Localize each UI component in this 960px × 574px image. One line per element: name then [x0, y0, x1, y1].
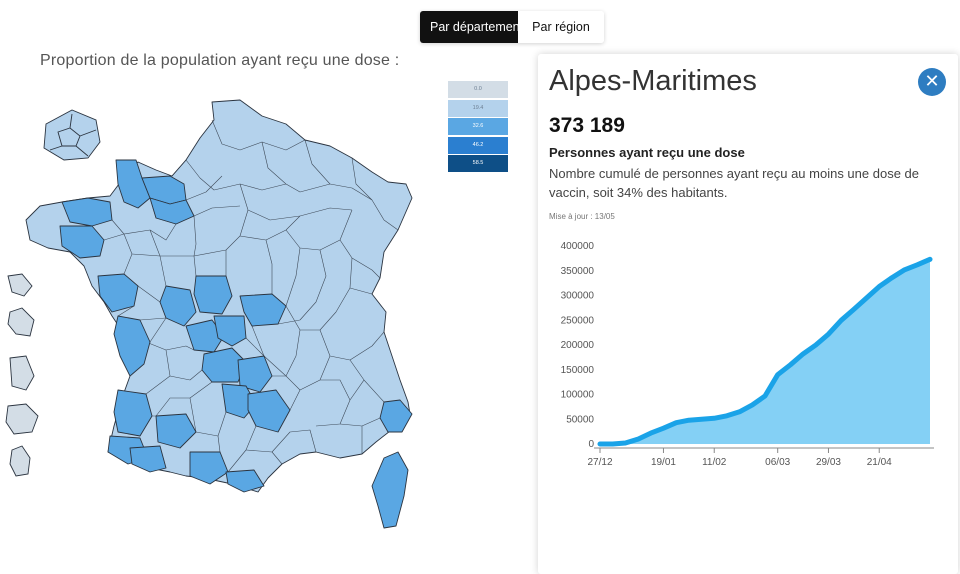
map-dept-allier[interactable] [239, 293, 287, 327]
x-tick-label: 06/03 [765, 457, 790, 468]
map-dept-border [189, 397, 227, 437]
map-dept-morbihan[interactable] [59, 225, 105, 259]
map-dept-border [145, 341, 195, 351]
map-dept-border [299, 379, 351, 427]
x-tick-label: 27/12 [587, 457, 612, 468]
map-dept-border [245, 337, 265, 357]
tab-par-region[interactable]: Par région [518, 11, 604, 43]
map-dept-border [193, 215, 197, 277]
map-dept-border [131, 209, 249, 257]
update-date: Mise à jour : 13/05 [549, 212, 615, 221]
map-dept-border [351, 157, 399, 231]
map-dept-cotes-armor[interactable] [61, 197, 113, 227]
map-legend: 0.0 19.4 32.6 46.2 58.5 [448, 81, 508, 174]
map-dept-border [261, 141, 373, 201]
map-dept-border [285, 247, 301, 307]
map-dept-border [319, 355, 331, 381]
x-tick-label: 19/01 [651, 457, 676, 468]
map-dept-indre[interactable] [193, 275, 233, 315]
y-tick-label: 0 [588, 439, 594, 450]
map-dept-border [169, 369, 203, 381]
map-dept-border [300, 287, 351, 331]
legend-step: 58.5 [448, 155, 508, 172]
y-tick-label: 350000 [561, 266, 595, 277]
dose-count: 373 189 [549, 114, 625, 137]
x-tick-label: 21/04 [867, 457, 892, 468]
map-dept-border [111, 219, 133, 275]
map-dept-border [339, 239, 381, 279]
y-tick-label: 200000 [561, 340, 595, 351]
metric-description: Nombre cumulé de personnes ayant reçu au… [549, 166, 919, 200]
y-tick-label: 150000 [561, 365, 595, 376]
map-dept-border [239, 183, 353, 221]
map-inset-idf [43, 109, 101, 161]
map-dept-border [150, 381, 213, 417]
map-dept-corse[interactable] [371, 451, 409, 529]
map-dept-border [139, 317, 167, 321]
map-dept-lot-et-garonne[interactable] [155, 413, 197, 449]
map-dept-cantal[interactable] [237, 355, 273, 393]
panel-title: Alpes-Maritimes [549, 65, 757, 97]
map-dept-pyrenees-atlantiques[interactable] [129, 445, 167, 473]
y-tick-label: 400000 [561, 241, 595, 252]
map-dept-manche[interactable] [115, 159, 151, 209]
map-dept-alpes-maritimes[interactable] [379, 399, 413, 433]
map-dept-charente-maritime[interactable] [113, 315, 151, 377]
map-dept-border [171, 159, 287, 191]
map-dept-loire-atlantique[interactable] [97, 273, 139, 313]
map-dept-border [211, 119, 306, 151]
map-dept-pyrenees-orientales[interactable] [225, 469, 265, 493]
map-dept-border [239, 215, 301, 241]
legend-step: 19.4 [448, 99, 508, 117]
france-map [5, 99, 413, 529]
map-dept-haute-garonne[interactable] [189, 451, 229, 485]
legend-step: 32.6 [448, 118, 508, 135]
map-dept-border [285, 305, 301, 377]
series-line [597, 256, 933, 447]
y-tick-label: 50000 [566, 414, 594, 425]
map-dept-correze[interactable] [201, 347, 247, 383]
view-toggle: Par département Par région [420, 11, 604, 43]
tab-par-departement[interactable]: Par département [420, 11, 523, 43]
map-dept-vienne[interactable] [159, 285, 197, 327]
map-dept-orne[interactable] [149, 197, 195, 225]
map-dept-border [304, 139, 331, 185]
department-detail-panel: Alpes-Maritimes ✕ 373 189 Personnes ayan… [538, 54, 958, 574]
map-dept-border [277, 319, 301, 325]
x-tick-label: 29/03 [816, 457, 841, 468]
y-tick-label: 100000 [561, 390, 595, 401]
map-dept-border [299, 249, 327, 321]
map-dept-border [265, 239, 273, 294]
metric-label: Personnes ayant reçu une dose [549, 145, 745, 160]
y-tick-label: 300000 [561, 291, 595, 302]
map-dept-border [217, 435, 221, 453]
map-dept-border [185, 175, 223, 201]
map-title: Proportion de la population ayant reçu u… [40, 52, 400, 69]
map-dept-border [263, 355, 287, 377]
legend-step: 0.0 [448, 81, 508, 98]
map-dept-aveyron[interactable] [247, 389, 291, 433]
close-icon[interactable]: ✕ [918, 68, 946, 96]
y-tick-label: 250000 [561, 315, 595, 326]
cumulative-doses-chart: 0 50000 100000 150000 200000 250000 300000 3500… [561, 241, 934, 468]
map-dept-border [251, 325, 265, 357]
area-fill [600, 259, 930, 444]
map-dept-border [271, 429, 317, 453]
legend-step: 46.2 [448, 136, 508, 154]
x-tick-label: 11/02 [702, 457, 727, 468]
map-dept-border [349, 379, 365, 401]
map-dept-haute-vienne[interactable] [185, 319, 225, 353]
map-dept-border [117, 305, 135, 317]
map-outremer [5, 273, 39, 477]
map-dept-creuse[interactable] [213, 315, 247, 347]
map-dept-gironde[interactable] [113, 389, 153, 437]
